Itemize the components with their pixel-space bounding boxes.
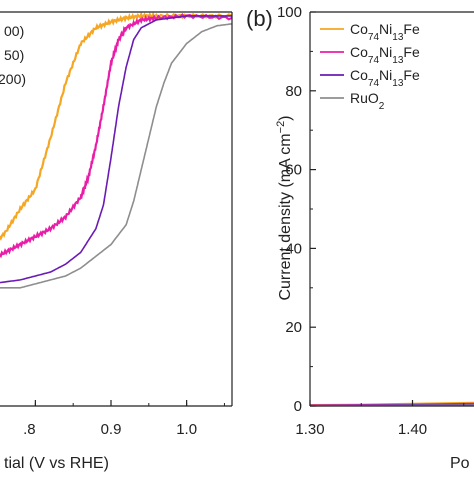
panel-a-x-tick-label: 1.0 <box>176 421 197 438</box>
panel-a-legend: 00) 50) 200) <box>0 23 26 87</box>
panel-a: 00) 50) 200) .8 0.9 1.0 tial (V vs RHE) <box>0 11 233 472</box>
panel-a-series <box>0 11 233 289</box>
panel-b-legend-entry-2: Co74Ni13Fe <box>350 44 420 66</box>
panel-b-x-axis-title: Po <box>450 455 470 472</box>
panel-b-legend-entry-4: RuO2 <box>350 90 385 112</box>
panel-b-x-tick-label: 1.40 <box>398 421 427 438</box>
panel-b-label: (b) <box>246 6 273 31</box>
panel-b-axes: 0 20 40 60 80 100 1.30 1.40 <box>277 4 474 438</box>
panel-b-legend-entry-3: Co74Ni13Fe <box>350 67 420 89</box>
panel-a-axes: .8 0.9 1.0 <box>0 11 233 438</box>
panel-a-x-tick-label: .8 <box>23 421 36 438</box>
panel-b-y-axis-title: Current density (mA cm−2) <box>275 115 294 300</box>
panel-a-x-axis-title: tial (V vs RHE) <box>4 455 109 472</box>
panel-b-y-tick-label: 80 <box>285 83 302 100</box>
panel-b-y-tick-label: 60 <box>285 162 302 179</box>
panel-a-x-tick-label: 0.9 <box>101 421 122 438</box>
panel-a-legend-entry-1: 00) <box>4 23 24 39</box>
panel-a-series-line-3 <box>0 15 232 284</box>
panel-b-y-tick-label: 100 <box>277 4 302 21</box>
panel-a-legend-entry-3: 200) <box>0 71 26 87</box>
panel-b-series <box>309 401 474 407</box>
panel-b-x-tick-label: 1.30 <box>295 421 324 438</box>
panel-b-y-tick-label: 0 <box>294 398 302 415</box>
panel-a-legend-entry-2: 50) <box>4 47 24 63</box>
panel-a-series-line-4 <box>0 23 233 289</box>
panel-b-legend-entry-1: Co74Ni13Fe <box>350 21 420 43</box>
panel-b: (b) 0 20 40 60 80 100 1.30 1.40 Current density… <box>246 4 474 472</box>
panel-b-y-tick-label: 20 <box>285 319 302 336</box>
panel-b-y-tick-label: 40 <box>285 240 302 257</box>
panel-a-series-line-2 <box>0 13 233 259</box>
